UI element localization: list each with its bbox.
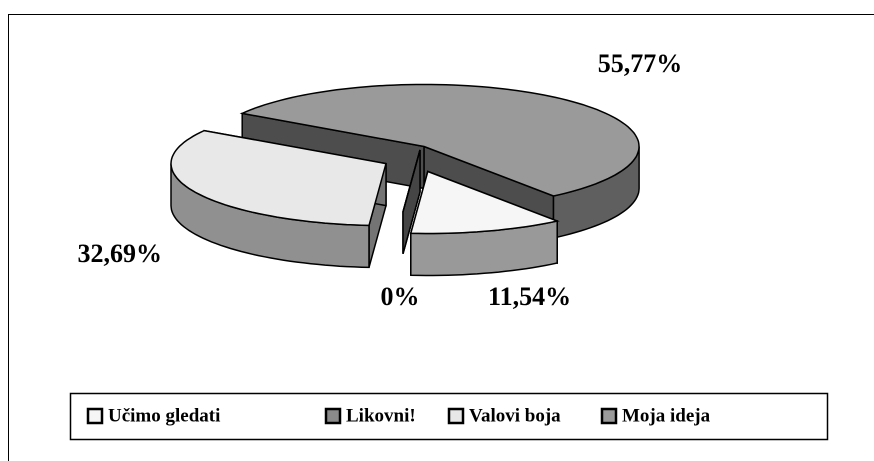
legend-label: Likovni! bbox=[346, 405, 416, 426]
legend-swatch bbox=[324, 407, 342, 425]
legend-label: Valovi boja bbox=[469, 405, 561, 426]
pie-slice bbox=[170, 129, 387, 269]
legend-swatch bbox=[447, 407, 465, 425]
data-label: 32,69% bbox=[78, 239, 163, 268]
slice-top bbox=[170, 129, 387, 227]
pie-slice bbox=[409, 170, 560, 277]
data-label: 11,54% bbox=[488, 282, 571, 311]
data-label: 55,77% bbox=[598, 49, 683, 78]
pie-slice bbox=[402, 149, 421, 254]
legend-swatch bbox=[600, 407, 618, 425]
slice-top bbox=[402, 149, 421, 212]
slice-top bbox=[409, 170, 560, 235]
legend-label: Moja ideja bbox=[622, 405, 711, 426]
legend-label: Učimo gledati bbox=[108, 405, 220, 426]
data-label: 0% bbox=[381, 282, 420, 311]
slice-top bbox=[239, 83, 640, 197]
legend-swatch bbox=[86, 407, 104, 425]
